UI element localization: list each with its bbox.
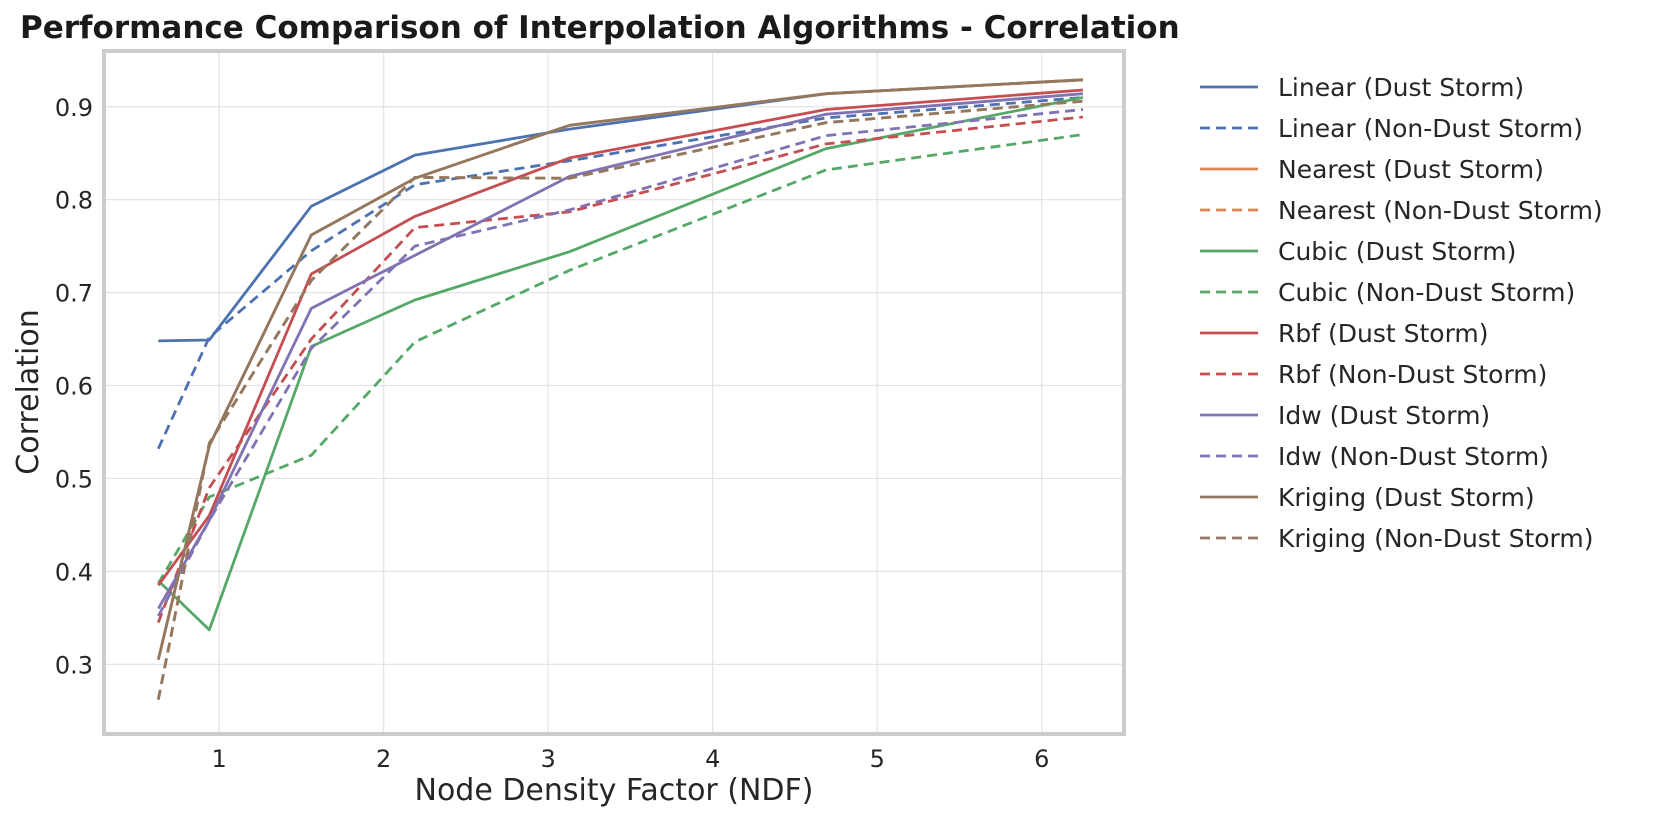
y-tick-label: 0.4	[55, 558, 93, 586]
x-axis-label: Node Density Factor (NDF)	[415, 773, 814, 808]
series-line	[156, 99, 1084, 700]
legend: Linear (Dust Storm) Linear (Non-Dust Stor…	[1200, 73, 1603, 553]
y-tick-label: 0.5	[55, 465, 93, 493]
legend-entry-label: Cubic (Non-Dust Storm)	[1278, 278, 1575, 307]
legend-entry-label: Rbf (Dust Storm)	[1278, 319, 1489, 348]
y-axis-label: Correlation	[11, 309, 46, 474]
x-tick-label: 2	[376, 745, 391, 773]
y-tick-label: 0.6	[55, 373, 93, 401]
series-line	[157, 108, 1084, 617]
series-line	[157, 92, 1084, 610]
y-tick-label: 0.7	[55, 280, 93, 308]
series-line	[156, 99, 1084, 700]
plot-frame	[102, 49, 1126, 736]
legend-entry-label: Nearest (Non-Dust Storm)	[1278, 196, 1603, 225]
series-line	[157, 96, 1084, 632]
legend-entry-label: Kriging (Non-Dust Storm)	[1278, 524, 1594, 553]
legend-entry-label: Rbf (Non-Dust Storm)	[1278, 360, 1547, 389]
grid-lines	[104, 51, 1124, 734]
legend-entry-label: Linear (Dust Storm)	[1278, 73, 1524, 102]
plot-series	[156, 78, 1084, 700]
series-line	[156, 115, 1084, 623]
series-line	[157, 133, 1084, 585]
x-tick-label: 1	[212, 745, 227, 773]
y-tick-label: 0.9	[55, 94, 93, 122]
axis-ticks: 1 2 3 4 5 6 0.3 0.4 0.5 0.6 0.7 0.8 0.9	[55, 94, 1050, 773]
legend-entry-label: Nearest (Dust Storm)	[1278, 155, 1544, 184]
y-tick-label: 0.8	[55, 187, 93, 215]
x-tick-label: 6	[1034, 745, 1049, 773]
legend-entry-label: Idw (Dust Storm)	[1278, 401, 1490, 430]
legend-entry-label: Kriging (Dust Storm)	[1278, 483, 1535, 512]
series-line	[157, 88, 1084, 587]
chart-title: Performance Comparison of Interpolation …	[20, 10, 1180, 46]
y-tick-label: 0.3	[55, 651, 93, 679]
x-tick-label: 3	[541, 745, 556, 773]
series-line	[157, 96, 1084, 450]
x-tick-label: 5	[870, 745, 885, 773]
legend-entry-label: Idw (Non-Dust Storm)	[1278, 442, 1549, 471]
legend-entry-label: Linear (Non-Dust Storm)	[1278, 114, 1583, 143]
legend-entry-label: Cubic (Dust Storm)	[1278, 237, 1516, 266]
x-tick-label: 4	[705, 745, 720, 773]
